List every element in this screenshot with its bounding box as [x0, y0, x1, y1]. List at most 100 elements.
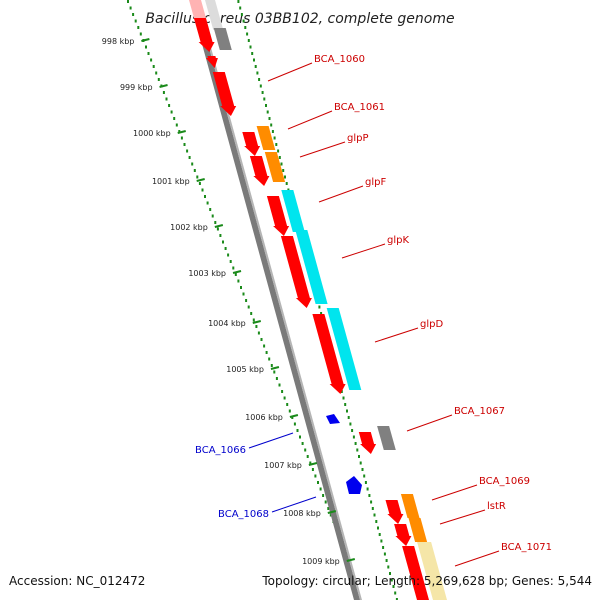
gene-label[interactable]: BCA_1067 [454, 406, 505, 417]
tick-mark [318, 305, 321, 309]
gene-feature-reverse [346, 476, 362, 494]
tick-mark [373, 513, 376, 517]
tick-mark [162, 91, 165, 94]
gene-label[interactable]: BCA_1061 [334, 102, 385, 113]
gene-leader-line [318, 185, 364, 203]
gene-leader-line [248, 432, 294, 449]
tick-mark [255, 325, 258, 328]
gene-leader-line [267, 62, 313, 82]
tick-mark [193, 169, 196, 172]
tick-mark [285, 182, 288, 185]
tick-mark [344, 403, 347, 406]
gene-feature [312, 314, 346, 394]
tick-mark [278, 156, 281, 159]
tick-mark [378, 533, 381, 536]
gene-label[interactable]: BCA_1060 [314, 54, 365, 65]
tick-mark [259, 84, 262, 88]
gene-leader-line [439, 509, 486, 525]
tick-mark [363, 474, 366, 478]
kbp-major-tick [177, 130, 186, 134]
gene-feature [358, 432, 377, 454]
kbp-label: 1003 kbp [188, 269, 226, 278]
kbp-major-tick [214, 224, 224, 228]
tick-mark [370, 500, 373, 504]
gene-feature-reverse [326, 414, 340, 424]
tick-mark [183, 143, 186, 146]
gene-leader-line [287, 110, 333, 130]
kbp-label: 1002 kbp [170, 223, 208, 232]
tick-mark [304, 448, 307, 452]
tick-mark [222, 240, 224, 244]
tick-mark [147, 52, 150, 55]
gene-label[interactable]: BCA_1066 [195, 445, 246, 456]
gene-label[interactable]: BCA_1071 [501, 542, 552, 553]
gene-label[interactable]: glpK [387, 235, 409, 246]
tick-mark [280, 162, 283, 166]
tick-mark [173, 117, 176, 120]
tick-mark [288, 409, 291, 413]
tick-mark [380, 539, 383, 543]
gene-feature [417, 542, 447, 600]
gene-label[interactable]: BCA_1069 [479, 476, 530, 487]
tick-mark [152, 65, 155, 68]
kbp-major-tick [346, 558, 356, 562]
gene-label[interactable]: lstR [487, 501, 506, 512]
gene-label[interactable]: glpP [347, 133, 369, 144]
tick-mark [252, 318, 255, 322]
tick-mark [282, 169, 285, 172]
tick-mark [385, 559, 388, 562]
tick-mark [364, 481, 367, 484]
tick-mark [359, 461, 362, 465]
gene-feature [266, 196, 290, 236]
gene-feature [385, 500, 404, 524]
tick-mark [224, 247, 227, 250]
accession-label: Accession: NC_012472 [9, 574, 146, 588]
gene-feature [402, 546, 429, 600]
gene-feature [377, 426, 396, 450]
tick-mark [204, 195, 206, 198]
gene-feature [242, 132, 261, 156]
tick-mark [278, 383, 281, 387]
gene-feature [400, 494, 420, 518]
tick-mark [346, 409, 348, 413]
tick-mark [347, 416, 350, 419]
tick-mark [342, 396, 345, 400]
tick-mark [271, 130, 274, 133]
tick-mark [237, 0, 240, 3]
gene-feature [281, 190, 305, 232]
tick-mark [319, 487, 322, 491]
tick-mark [317, 481, 319, 484]
tick-mark [275, 377, 278, 380]
gene-leader-line [271, 496, 317, 513]
tick-mark [268, 357, 271, 361]
kbp-label: 1009 kbp [302, 557, 340, 566]
gene-leader-line [454, 550, 500, 567]
kbp-label: 1008 kbp [283, 509, 321, 518]
kbp-major-tick [270, 366, 280, 370]
topology-summary: Topology: circular; Length: 5,269,628 bp… [262, 574, 592, 588]
gene-feature [213, 28, 232, 50]
kbp-major-tick [308, 462, 318, 466]
tick-mark [214, 221, 217, 224]
gene-label[interactable]: glpF [365, 177, 386, 188]
kbp-label: 998 kbp [102, 37, 135, 46]
tick-mark [258, 78, 261, 81]
tick-mark [270, 123, 273, 127]
tick-mark [275, 143, 278, 146]
kbp-label: 999 kbp [120, 83, 153, 92]
gene-label[interactable]: glpD [420, 319, 443, 330]
gene-feature [264, 152, 286, 182]
kbp-major-tick [159, 84, 168, 88]
tick-mark [201, 188, 204, 192]
tick-mark [383, 552, 386, 556]
tick-mark [129, 6, 132, 10]
gene-feature [212, 72, 237, 116]
tick-mark [320, 312, 323, 315]
gene-label[interactable]: BCA_1068 [218, 509, 269, 520]
tick-mark [168, 104, 171, 107]
tick-mark [382, 546, 385, 549]
tick-mark [249, 45, 252, 49]
tick-mark [253, 58, 255, 62]
kbp-major-tick [141, 38, 150, 42]
